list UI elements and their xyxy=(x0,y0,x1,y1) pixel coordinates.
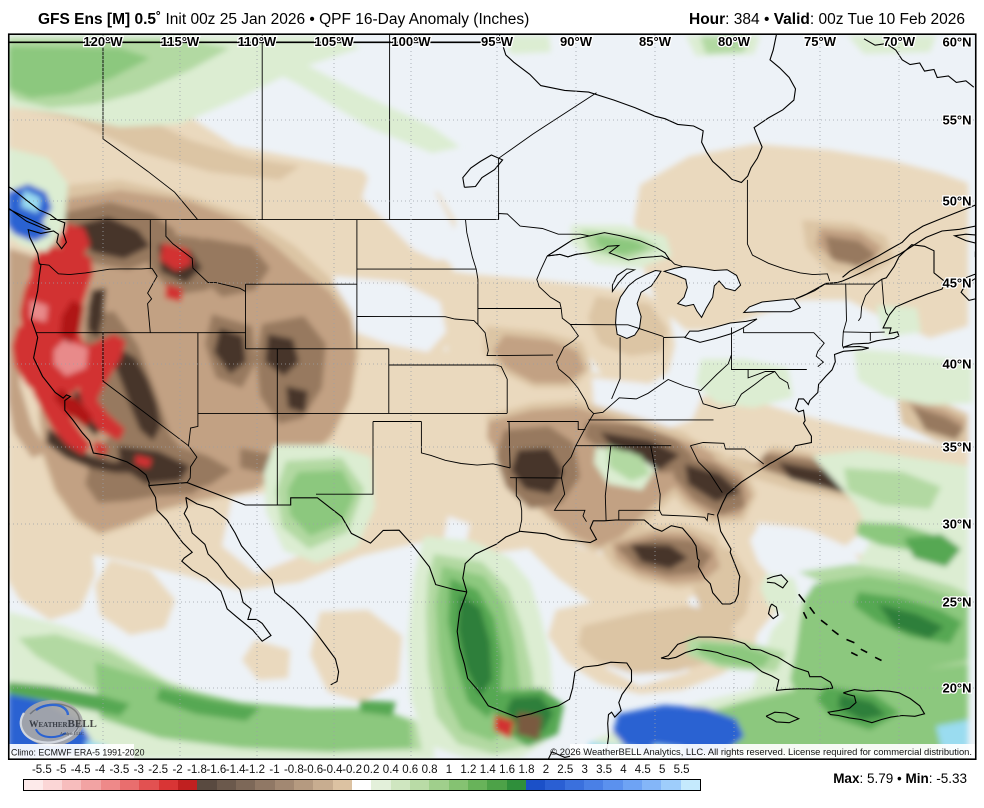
svg-text:50°N: 50°N xyxy=(942,194,971,209)
svg-text:85°W: 85°W xyxy=(639,34,672,49)
svg-text:20°N: 20°N xyxy=(942,681,971,696)
svg-text:70°W: 70°W xyxy=(883,34,916,49)
svg-text:Climo: ECMWF ERA-5 1991-2020: Climo: ECMWF ERA-5 1991-2020 xyxy=(11,748,145,758)
svg-text:© 2026 WeatherBELL Analytics,: © 2026 WeatherBELL Analytics, LLC. All r… xyxy=(550,746,972,757)
svg-text:100°W: 100°W xyxy=(391,34,431,49)
svg-text:90°W: 90°W xyxy=(560,34,593,49)
svg-text:80°W: 80°W xyxy=(718,34,751,49)
svg-text:75°W: 75°W xyxy=(804,34,837,49)
svg-text:95°W: 95°W xyxy=(481,34,514,49)
svg-text:60°N: 60°N xyxy=(942,35,971,50)
svg-text:115°W: 115°W xyxy=(161,34,200,49)
svg-text:40°N: 40°N xyxy=(942,357,971,372)
svg-text:WEATHERBELL: WEATHERBELL xyxy=(29,718,97,730)
svg-text:Analytics LLC: Analytics LLC xyxy=(60,731,84,736)
svg-text:25°N: 25°N xyxy=(942,595,971,610)
svg-text:120°W: 120°W xyxy=(83,34,123,49)
svg-text:105°W: 105°W xyxy=(314,34,354,49)
svg-text:35°N: 35°N xyxy=(942,440,971,455)
svg-text:45°N: 45°N xyxy=(942,276,971,291)
svg-text:55°N: 55°N xyxy=(942,113,971,128)
svg-text:110°W: 110°W xyxy=(238,34,277,49)
svg-text:30°N: 30°N xyxy=(942,517,971,532)
